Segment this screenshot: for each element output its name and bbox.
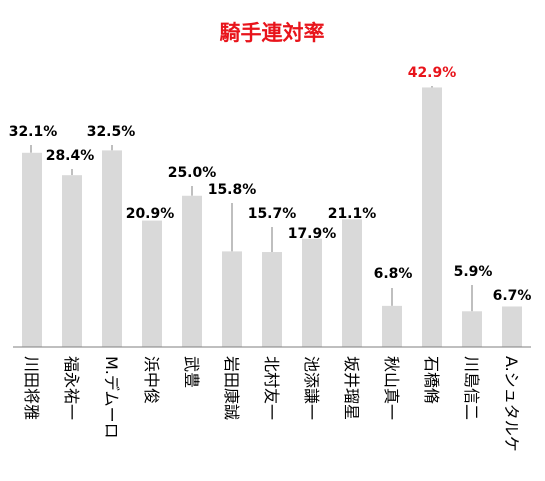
value-label-4: 20.9% bbox=[126, 206, 175, 222]
bar-10 bbox=[382, 305, 402, 347]
value-label-1: 32.1% bbox=[9, 124, 58, 140]
category-label-13: A.シュタルケ bbox=[502, 356, 521, 452]
bar-12 bbox=[462, 311, 482, 347]
bar-9 bbox=[342, 219, 362, 347]
category-label-4: 浜中俊 bbox=[142, 356, 161, 404]
bar-2 bbox=[62, 175, 82, 347]
bar-8 bbox=[302, 238, 322, 347]
value-label-9: 21.1% bbox=[328, 206, 377, 222]
bar-11 bbox=[422, 87, 442, 347]
value-label-3: 32.5% bbox=[87, 124, 136, 140]
category-label-11: 石橋脩 bbox=[422, 356, 441, 404]
bars bbox=[22, 87, 522, 347]
value-label-12: 5.9% bbox=[454, 264, 493, 280]
leader-lines bbox=[30, 86, 473, 312]
value-label-7: 15.7% bbox=[248, 206, 297, 222]
category-label-10: 秋山真一 bbox=[382, 356, 401, 420]
category-label-8: 池添謙一 bbox=[302, 356, 321, 420]
category-label-5: 武豊 bbox=[182, 356, 201, 388]
bar-7 bbox=[262, 252, 282, 347]
value-label-10: 6.8% bbox=[374, 266, 413, 282]
bar-4 bbox=[142, 220, 162, 347]
category-label-3: M.デムーロ bbox=[102, 356, 121, 439]
category-label-1: 川田将雅 bbox=[22, 356, 41, 420]
bar-1 bbox=[22, 152, 42, 347]
value-label-13: 6.7% bbox=[493, 288, 532, 304]
value-label-2: 28.4% bbox=[46, 148, 95, 164]
bar-5 bbox=[182, 195, 202, 347]
category-label-9: 坂井瑠星 bbox=[342, 356, 361, 420]
value-label-8: 17.9% bbox=[288, 226, 337, 242]
category-label-6: 岩田康誠 bbox=[222, 356, 241, 420]
category-label-12: 川島信二 bbox=[462, 356, 481, 420]
bar-3 bbox=[102, 150, 122, 347]
bar-6 bbox=[222, 251, 242, 347]
category-labels: 川田将雅 福永祐一 M.デムーロ 浜中俊 武豊 岩田康誠 北村友一 池添謙一 坂井瑠星 秋山真一 石… bbox=[22, 356, 521, 452]
category-label-7: 北村友一 bbox=[262, 356, 281, 420]
chart-title: 騎手連対率 bbox=[220, 21, 325, 45]
value-label-6: 15.8% bbox=[208, 182, 257, 198]
value-labels: 32.1% 28.4% 32.5% 20.9% 25.0%15.8% 15.7% 17.9%… bbox=[9, 65, 532, 304]
value-label-11: 42.9% bbox=[408, 65, 457, 81]
bar-13 bbox=[502, 306, 522, 347]
category-label-2: 福永祐一 bbox=[62, 356, 81, 420]
value-label-5: 25.0% bbox=[168, 165, 217, 181]
